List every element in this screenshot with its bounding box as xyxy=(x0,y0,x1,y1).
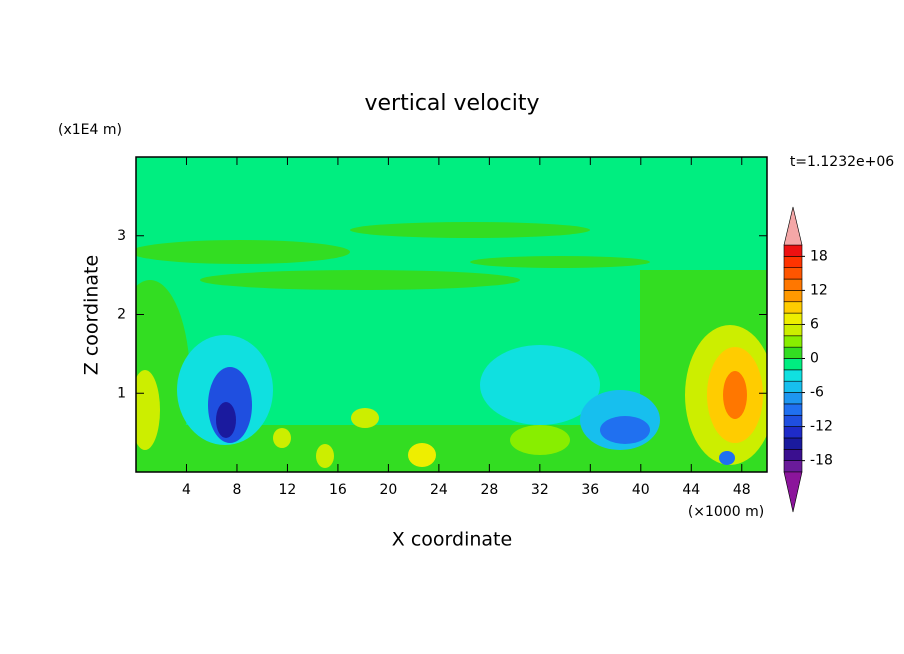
x-tick-label: 12 xyxy=(279,482,297,498)
contour-field xyxy=(136,157,767,472)
x-tick-label: 24 xyxy=(430,482,448,498)
colorbar-box xyxy=(783,392,803,405)
colorbar-tick-label: -6 xyxy=(810,385,824,401)
colorbar-box xyxy=(783,301,803,314)
colorbar-box xyxy=(783,244,803,257)
colorbar-box xyxy=(783,324,803,337)
colorbar-box xyxy=(783,312,803,325)
y-axis-title: Z coordinate xyxy=(81,255,103,375)
colorbar-box xyxy=(783,278,803,291)
x-tick-label: 28 xyxy=(480,482,498,498)
contour-blob xyxy=(600,416,650,444)
contour-blob xyxy=(136,240,350,264)
colorbar-box xyxy=(783,403,803,416)
colorbar-tick-label: 6 xyxy=(810,316,819,332)
contour-blob xyxy=(216,402,236,438)
x-tick-label: 4 xyxy=(182,482,191,498)
colorbar-box xyxy=(783,414,803,427)
contour-blob xyxy=(723,371,747,419)
colorbar-tick-label: 0 xyxy=(810,351,819,367)
x-tick-label: 36 xyxy=(581,482,599,498)
contour-blob xyxy=(470,256,650,268)
colorbar-box xyxy=(783,256,803,269)
colorbar-box xyxy=(783,460,803,473)
x-unit: (×1000 m) xyxy=(688,504,764,520)
colorbar-box xyxy=(783,267,803,280)
colorbar-tick-label: -18 xyxy=(810,453,833,469)
y-unit: (x1E4 m) xyxy=(58,122,122,138)
contour-blob xyxy=(350,222,590,238)
colorbar-box xyxy=(783,437,803,450)
contour-blob xyxy=(136,370,160,450)
x-tick-label: 32 xyxy=(531,482,549,498)
x-tick-label: 48 xyxy=(733,482,751,498)
colorbar-tick-label: 12 xyxy=(810,282,828,298)
contour-blob xyxy=(273,428,291,448)
contour-blob xyxy=(200,270,520,290)
colorbar-under xyxy=(783,471,803,513)
colorbar-box xyxy=(783,290,803,303)
colorbar-box xyxy=(783,358,803,371)
colorbar-over xyxy=(783,206,803,246)
contour-blob xyxy=(316,444,334,468)
contour-blob xyxy=(510,425,570,455)
colorbar-box xyxy=(783,346,803,359)
contour-blob xyxy=(408,443,436,467)
contour-blob xyxy=(480,345,600,425)
x-tick-label: 16 xyxy=(329,482,347,498)
x-tick-label: 40 xyxy=(632,482,650,498)
colorbar-tick-label: 18 xyxy=(810,248,828,264)
x-tick-label: 8 xyxy=(232,482,241,498)
contour-blob xyxy=(719,451,735,465)
colorbar-box xyxy=(783,448,803,461)
colorbar-box xyxy=(783,335,803,348)
x-tick-label: 20 xyxy=(379,482,397,498)
y-tick-label: 1 xyxy=(117,385,126,401)
x-axis-title: X coordinate xyxy=(392,529,512,551)
x-tick-label: 44 xyxy=(682,482,700,498)
colorbar-box xyxy=(783,369,803,382)
colorbar-tick-label: -12 xyxy=(810,419,833,435)
colorbar-box xyxy=(783,380,803,393)
time-label: t=1.1232e+06 xyxy=(790,154,894,170)
contour-blob xyxy=(351,408,379,428)
chart-title: vertical velocity xyxy=(364,91,539,116)
y-tick-label: 2 xyxy=(117,307,126,323)
colorbar-box xyxy=(783,426,803,439)
y-tick-label: 3 xyxy=(117,228,126,244)
